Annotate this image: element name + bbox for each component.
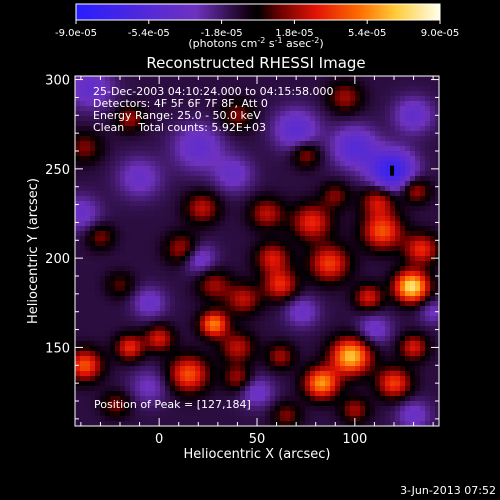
colorbar-tick-label: -5.4e-05 <box>128 28 170 39</box>
header-text: 25-Dec-2003 04:10:24.000 to 04:15:58.000… <box>93 85 334 134</box>
y-tick-label: 250 <box>45 163 70 178</box>
header-line-energy: Energy Range: 25.0 - 50.0 keV <box>93 109 261 122</box>
y-tick-label: 300 <box>45 74 70 89</box>
colorbar-tick-label: 1.8e-05 <box>275 28 313 39</box>
colorbar-gradient <box>76 4 440 20</box>
colorbar-tick-label: 5.4e-05 <box>348 28 386 39</box>
axes: 0 50 100 150 200 250 300 <box>45 74 439 447</box>
y-axis-label: Heliocentric Y (arcsec) <box>26 178 41 324</box>
colorbar: -9.0e-05 -5.4e-05 -1.8e-05 1.8e-05 5.4e-05 9.… <box>55 3 459 50</box>
colorbar-tick-label: -1.8e-05 <box>201 28 243 39</box>
colorbar-ticks: -9.0e-05 -5.4e-05 -1.8e-05 1.8e-05 5.4e-05 9.… <box>55 20 459 39</box>
peak-marker <box>390 165 395 176</box>
heatmap-plot-area <box>74 75 440 427</box>
heatmap-image <box>75 76 439 426</box>
colorbar-tick-label: 9.0e-05 <box>421 28 459 39</box>
chart-title: Reconstructed RHESSI Image <box>146 54 365 72</box>
x-axis-label: Heliocentric X (arcsec) <box>184 447 331 462</box>
header-line-detectors: Detectors: 4F 5F 6F 7F 8F, Att 0 <box>93 97 268 110</box>
x-tick-label: 100 <box>342 432 367 447</box>
header-line-time: 25-Dec-2003 04:10:24.000 to 04:15:58.000 <box>93 85 334 98</box>
y-tick-label: 150 <box>45 341 70 356</box>
x-tick-label: 0 <box>155 432 163 447</box>
header-line-counts: Clean Total counts: 5.92E+03 <box>93 121 266 134</box>
peak-annotation: Position of Peak = [127,184] <box>94 398 251 411</box>
colorbar-tick-label: -9.0e-05 <box>55 28 97 39</box>
colorbar-frame <box>75 3 441 21</box>
colorbar-unit-label: (photons cm-2 s-1 asec-2) <box>188 36 323 50</box>
x-tick-label: 50 <box>249 432 266 447</box>
peak-position-mark <box>390 165 395 176</box>
y-tick-label: 200 <box>45 252 70 267</box>
footer-date: 3-Jun-2013 07:52 <box>400 484 496 497</box>
